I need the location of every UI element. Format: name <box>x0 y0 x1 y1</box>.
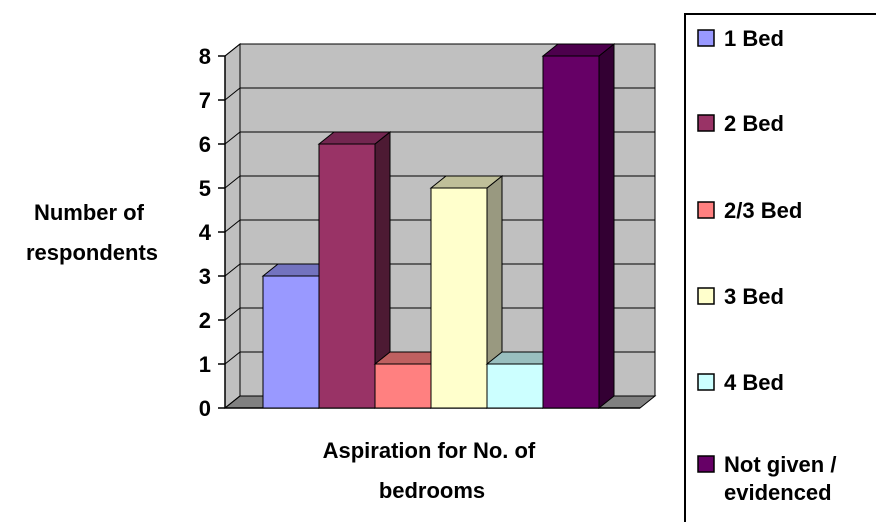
y-tick-labels: 0 1 2 3 4 5 6 7 8 <box>199 44 212 421</box>
legend-swatch <box>697 373 715 391</box>
gridline <box>224 131 655 145</box>
legend-entry-2: 2/3 Bed <box>697 198 802 223</box>
legend-box <box>684 13 876 522</box>
y-tick-label: 8 <box>199 44 211 69</box>
y-axis-title-line-1: Number of <box>34 200 145 225</box>
legend-label: 4 Bed <box>724 370 784 395</box>
x-axis-title-line-2: bedrooms <box>379 478 485 503</box>
y-tick-label: 6 <box>199 132 211 157</box>
legend-label: 2 Bed <box>724 111 784 136</box>
legend-entry-0: 1 Bed <box>697 26 784 51</box>
legend-entry-1: 2 Bed <box>697 111 784 136</box>
y-tick-label: 2 <box>199 308 211 333</box>
legend-entry-4: 4 Bed <box>697 370 784 395</box>
bar-1 <box>317 130 392 410</box>
bar-front <box>318 143 376 409</box>
bar-front <box>262 275 320 409</box>
x-axis-title-line-1: Aspiration for No. of <box>323 438 536 463</box>
bar-5 <box>541 42 616 410</box>
gridline <box>224 175 655 189</box>
gridline <box>224 43 655 57</box>
legend-label: 3 Bed <box>724 284 784 309</box>
y-tick-label: 4 <box>199 220 212 245</box>
legend-swatch <box>697 201 715 219</box>
legend-entry-5: Not given / evidenced <box>697 452 836 505</box>
legend-label: 1 Bed <box>724 26 784 51</box>
gridline <box>224 219 655 233</box>
bar-front <box>542 55 600 409</box>
gridline <box>224 87 655 101</box>
legend: 1 Bed 2 Bed 2/3 Bed 3 Bed 4 Bed Not given / ev… <box>684 13 876 522</box>
y-tick-label: 5 <box>199 176 211 201</box>
legend-swatch <box>697 114 715 132</box>
y-tick-label: 0 <box>199 396 211 421</box>
bar-front <box>374 363 432 409</box>
y-axis-title-line-2: respondents <box>26 240 158 265</box>
legend-label: Not given / evidenced <box>724 452 836 505</box>
y-tick-label: 3 <box>199 264 211 289</box>
gridline <box>224 263 655 277</box>
bar-front <box>430 187 488 409</box>
legend-swatch <box>697 287 715 305</box>
bar-side <box>598 42 615 410</box>
x-axis-title: Aspiration for No. of bedrooms <box>323 438 542 503</box>
bars <box>261 42 616 410</box>
y-tick-label: 7 <box>199 88 211 113</box>
legend-swatch <box>697 455 715 473</box>
gridline <box>224 307 655 321</box>
legend-entry-3: 3 Bed <box>697 284 784 309</box>
bar-front <box>486 363 544 409</box>
bar-3 <box>429 174 504 410</box>
y-axis-title: Number of respondents <box>26 200 158 265</box>
legend-label: 2/3 Bed <box>724 198 802 223</box>
legend-swatch <box>697 29 715 47</box>
y-tick-label: 1 <box>199 352 211 377</box>
